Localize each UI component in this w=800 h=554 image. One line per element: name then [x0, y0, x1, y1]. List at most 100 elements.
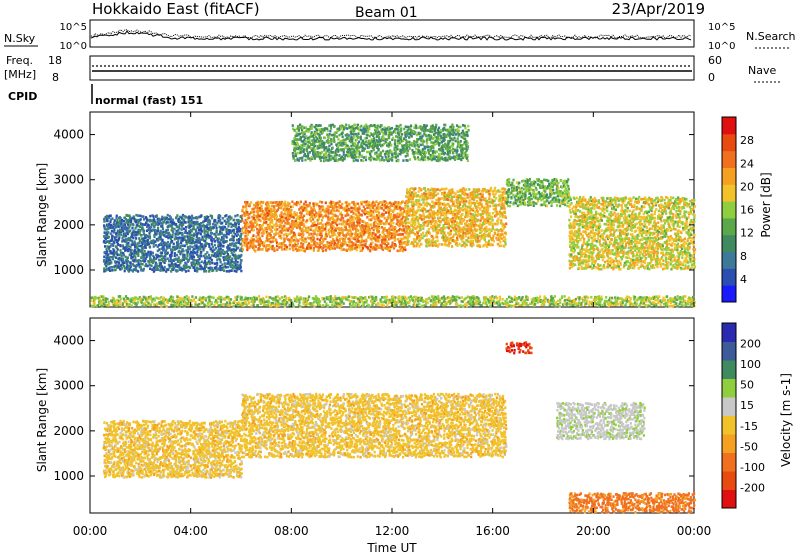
echo-cell — [469, 239, 473, 243]
echo-cell — [501, 213, 504, 216]
echo-cell — [455, 204, 458, 208]
echo-cell — [324, 227, 327, 231]
echo-cell — [250, 221, 253, 225]
echo-cell — [348, 208, 351, 212]
echo-cell — [472, 229, 475, 233]
echo-cell — [356, 240, 359, 243]
echo-cell — [126, 245, 129, 249]
echo-cell — [154, 268, 157, 271]
echo-cell — [198, 240, 202, 244]
echo-cell — [357, 229, 360, 232]
echo-cell — [573, 218, 576, 222]
echo-cell — [458, 234, 461, 237]
echo-cell — [219, 218, 222, 222]
echo-cell — [142, 246, 145, 249]
echo-cell — [152, 221, 155, 224]
echo-cell — [105, 259, 108, 262]
echo-cell — [231, 234, 234, 238]
echo-cell — [108, 249, 111, 253]
echo-cell — [397, 204, 400, 207]
echo-cell — [192, 220, 195, 224]
echo-cell — [195, 235, 198, 239]
echo-cell — [378, 223, 381, 226]
echo-cell — [204, 263, 207, 267]
echo-cell — [455, 195, 458, 199]
echo-cell — [338, 233, 341, 237]
echo-cell — [186, 231, 189, 235]
echo-cell — [150, 252, 153, 255]
echo-cell — [476, 240, 479, 244]
echo-cell — [413, 244, 416, 248]
echo-cell — [290, 208, 293, 212]
echo-cell — [177, 232, 180, 235]
echo-cell — [200, 214, 203, 217]
echo-cell — [457, 198, 460, 201]
echo-cell — [235, 270, 238, 273]
echo-cell — [168, 242, 171, 246]
echo-cell — [367, 212, 370, 216]
echo-cell — [456, 238, 459, 242]
echo-cell — [474, 223, 478, 227]
echo-cell — [355, 248, 358, 252]
echo-cell — [162, 230, 165, 234]
echo-cell — [470, 224, 473, 228]
echo-cell — [140, 233, 143, 237]
echo-cell — [127, 264, 130, 268]
echo-cell — [367, 203, 370, 207]
echo-cell — [370, 212, 373, 215]
echo-cell — [273, 223, 276, 227]
echo-cell — [232, 244, 236, 248]
echo-cell — [322, 238, 325, 241]
echo-cell — [148, 253, 151, 256]
echo-cell — [158, 248, 161, 251]
echo-cell — [316, 245, 319, 249]
echo-cell — [460, 227, 463, 230]
echo-cell — [151, 219, 154, 222]
echo-cell — [534, 180, 537, 184]
echo-cell — [332, 201, 335, 204]
echo-cell — [193, 258, 196, 262]
echo-cell — [215, 229, 218, 233]
echo-cell — [388, 213, 391, 217]
echo-cell — [370, 237, 373, 241]
echo-cell — [159, 263, 162, 267]
echo-cell — [368, 218, 371, 222]
echo-cell — [332, 239, 335, 243]
echo-cell — [436, 239, 439, 242]
echo-cell — [246, 237, 249, 241]
echo-cell — [412, 194, 416, 198]
echo-cell — [369, 249, 372, 253]
echo-cell — [126, 231, 129, 234]
echo-cell — [196, 220, 199, 224]
echo-cell — [107, 235, 111, 239]
echo-cell — [111, 217, 114, 220]
echo-cell — [141, 238, 145, 242]
echo-cell — [443, 231, 446, 234]
echo-cell — [115, 260, 119, 264]
echo-cell — [314, 245, 317, 248]
echo-cell — [390, 221, 393, 225]
echo-cell — [318, 228, 321, 232]
echo-cell — [435, 230, 438, 234]
echo-cell — [290, 236, 293, 239]
echo-cell — [389, 247, 392, 251]
echo-cell — [282, 202, 285, 205]
echo-cell — [281, 217, 284, 221]
freq-tick-bottom: 8 — [52, 71, 59, 84]
echo-cell — [302, 249, 305, 252]
echo-cell — [557, 187, 560, 190]
echo-cell — [104, 268, 107, 272]
echo-cell — [250, 236, 253, 240]
echo-cell — [310, 213, 313, 217]
echo-cell — [225, 269, 228, 273]
echo-cell — [582, 195, 585, 199]
echo-cell — [115, 216, 118, 220]
echo-cell — [144, 264, 147, 268]
echo-cell — [207, 218, 210, 222]
echo-cell — [472, 234, 475, 237]
echo-cell — [375, 200, 378, 203]
echo-cell — [476, 233, 479, 237]
echo-cell — [312, 218, 315, 221]
echo-cell — [222, 244, 225, 248]
echo-cell — [344, 214, 347, 218]
